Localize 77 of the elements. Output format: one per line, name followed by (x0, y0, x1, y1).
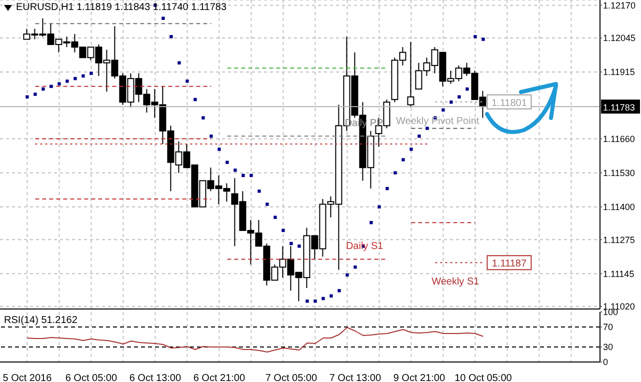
x-tick-label: 6 Oct 05:00 (65, 373, 118, 382)
point (450, 100, 453, 104)
data-label: 1.11801 (491, 98, 528, 109)
point (26, 95, 29, 98)
point (322, 296, 325, 300)
y-tick-label: 1.12045 (603, 33, 636, 44)
point (306, 300, 309, 303)
chart-title: RSI(14) 51.2162 (4, 315, 78, 326)
point (386, 186, 389, 190)
point (42, 87, 45, 91)
series-label: Weekly Pivot Point (396, 116, 480, 127)
point (226, 160, 229, 164)
y-tick-label: 1.11145 (603, 268, 634, 279)
point (410, 148, 413, 151)
point (186, 80, 189, 83)
point (354, 266, 357, 269)
x-tick-label: 10 Oct 05:00 (454, 373, 512, 382)
point (258, 190, 261, 193)
point (474, 35, 477, 38)
x-tick-label: 7 Oct 13:00 (329, 373, 382, 382)
point (466, 87, 469, 91)
y-tick-label: 70 (603, 322, 614, 332)
point (458, 95, 461, 98)
y-tick-label: 1.11400 (603, 202, 635, 212)
y-tick-label: 0 (603, 357, 608, 368)
point (194, 98, 197, 102)
series-label: Weekly S1 (432, 276, 480, 288)
y-tick-label: 1.11275 (603, 234, 635, 245)
point (66, 80, 69, 83)
x-tick-label: 5 Oct 2016 (2, 373, 52, 382)
point (178, 61, 181, 64)
point (338, 289, 341, 292)
point (74, 76, 77, 80)
point (162, 16, 165, 20)
point (378, 205, 381, 208)
series-label: Daily S1 (346, 241, 384, 252)
point (482, 38, 485, 41)
point (346, 273, 349, 277)
point (426, 126, 429, 130)
point (50, 84, 53, 88)
point (330, 294, 333, 298)
y-tick-label: 1.11660 (603, 134, 635, 144)
point (314, 300, 317, 303)
chart-title: EURUSD,H1 1.11819 1.11843 1.11740 1.11783 (16, 2, 227, 13)
point (370, 220, 373, 224)
point (90, 72, 93, 75)
ref-line-label: 1.11783 (603, 102, 635, 113)
x-tick-label: 6 Oct 21:00 (193, 373, 246, 382)
point (170, 35, 173, 38)
point (34, 92, 37, 96)
point (290, 242, 293, 246)
x-tick-label: 7 Oct 05:00 (265, 373, 318, 382)
point (274, 216, 277, 219)
point (210, 134, 213, 138)
point (282, 228, 285, 232)
point (266, 202, 269, 206)
point (298, 244, 301, 248)
y-tick-label: 1.11530 (603, 168, 635, 178)
point (234, 168, 237, 172)
candlestick (407, 41, 414, 108)
data-label: 1.11187 (492, 258, 527, 270)
point (218, 148, 221, 151)
y-tick-label: 30 (603, 342, 614, 352)
point (202, 116, 205, 120)
y-tick-label: 1.12170 (603, 0, 636, 10)
y-tick-label: 1.11915 (603, 67, 635, 78)
x-tick-label: 6 Oct 13:00 (129, 373, 182, 382)
x-tick-label: 9 Oct 21:00 (393, 373, 446, 382)
line-series (26, 327, 484, 352)
point (250, 174, 253, 178)
point (82, 74, 85, 78)
point (58, 82, 61, 86)
point (394, 171, 397, 174)
point (442, 108, 445, 112)
point (418, 134, 421, 138)
point (402, 158, 405, 162)
point (242, 174, 245, 178)
